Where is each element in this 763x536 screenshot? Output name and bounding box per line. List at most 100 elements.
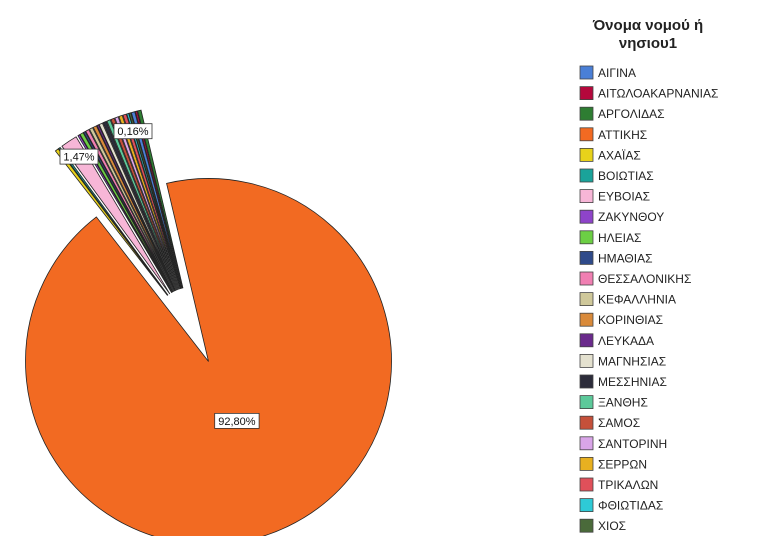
legend-label: ΑΙΓΙΝΑ <box>598 66 636 80</box>
data-label-text: 0,16% <box>117 126 148 138</box>
data-label-text: 1,47% <box>63 152 94 164</box>
pie-slice-αργολιδας <box>137 109 184 289</box>
legend-item-λευκαδα: ΛΕΥΚΑΔΑ <box>579 333 654 348</box>
legend-swatch <box>579 106 594 121</box>
pie-slice-αττικης <box>25 178 392 536</box>
legend-label: ΖΑΚΥΝΘΟΥ <box>598 210 664 224</box>
legend-item-ζακυνθου: ΖΑΚΥΝΘΟΥ <box>579 209 664 224</box>
legend-label: ΗΛΕΙΑΣ <box>598 231 641 245</box>
legend-swatch <box>579 353 594 368</box>
data-label-box <box>113 123 153 140</box>
legend-item-χιος: ΧΙΟΣ <box>579 518 626 533</box>
legend-item-φθιωτιδας: ΦΘΙΩΤΙΔΑΣ <box>579 498 663 513</box>
legend-label: ΗΜΑΘΙΑΣ <box>598 251 653 265</box>
legend-label: ΚΕΦΑΛΛΗΝΙΑ <box>598 293 676 307</box>
legend-label: ΣΕΡΡΩΝ <box>598 457 647 471</box>
pie-slice-ζακυνθου <box>77 134 173 294</box>
pie-slice-τρικαλων <box>122 113 181 290</box>
pie-slice-σαμος <box>110 117 179 290</box>
legend-label: ΜΑΓΝΗΣΙΑΣ <box>598 354 666 368</box>
pie-slice-αιτωλοακαρνανιας <box>134 110 183 289</box>
data-label-box <box>214 412 260 429</box>
legend-swatch <box>579 168 594 183</box>
legend-swatch <box>579 415 594 430</box>
legend-swatch <box>579 147 594 162</box>
data-labels: 92,80% 1,47% 0,16% <box>59 123 260 429</box>
data-label-ευβοιας: 1,47% <box>59 148 99 165</box>
legend-item-σαμος: ΣΑΜΟΣ <box>579 415 640 430</box>
legend-label: ΕΥΒΟΙΑΣ <box>598 190 650 204</box>
legend-item-μεσσηνιας: ΜΕΣΣΗΝΙΑΣ <box>579 374 667 389</box>
legend-label: ΑΤΤΙΚΗΣ <box>598 128 647 142</box>
legend-item-ημαθιας: ΗΜΑΘΙΑΣ <box>579 250 653 265</box>
pie-slice-κορινθιας <box>92 125 176 292</box>
legend-item-σερρων: ΣΕΡΡΩΝ <box>579 456 647 471</box>
legend-item-θεσσαλονικης: ΘΕΣΣΑΛΟΝΙΚΗΣ <box>579 271 691 286</box>
pie-slice-κεφαλληνια <box>88 127 175 292</box>
pie-group <box>25 109 392 536</box>
legend-swatch <box>579 230 594 245</box>
legend-swatch <box>579 312 594 327</box>
legend-label: ΤΡΙΚΑΛΩΝ <box>598 478 658 492</box>
legend-item-κορινθιας: ΚΟΡΙΝΘΙΑΣ <box>579 312 663 327</box>
legend-label: ΘΕΣΣΑΛΟΝΙΚΗΣ <box>598 272 691 286</box>
data-label-αττικης: 92,80% <box>214 412 260 429</box>
legend-item-βοιωτιας: ΒΟΙΩΤΙΑΣ <box>579 168 654 183</box>
legend-item-αττικης: ΑΤΤΙΚΗΣ <box>579 127 647 142</box>
legend-swatch <box>579 333 594 348</box>
legend-label: ΒΟΙΩΤΙΑΣ <box>598 169 654 183</box>
legend-item-ξανθης: ΞΑΝΘΗΣ <box>579 395 648 410</box>
pie-slice-φθιωτιδας <box>126 112 182 289</box>
legend-swatch <box>579 436 594 451</box>
legend-swatch <box>579 395 594 410</box>
legend-swatch <box>579 86 594 100</box>
pie-slice-λευκαδα <box>96 124 176 292</box>
legend-item-κεφαλληνια: ΚΕΦΑΛΛΗΝΙΑ <box>579 292 676 307</box>
pie-slice-αχαϊας <box>54 148 168 296</box>
legend-item-μαγνησιας: ΜΑΓΝΗΣΙΑΣ <box>579 353 666 368</box>
legend-swatch <box>579 209 594 224</box>
legend-label: ΚΟΡΙΝΘΙΑΣ <box>598 313 663 327</box>
legend-item-αιτωλοακαρνανιας: ΑΙΤΩΛΟΑΚΑΡΝΑΝΙΑΣ <box>579 86 718 101</box>
legend-swatch <box>579 477 594 492</box>
pie-slice-ξανθης <box>106 119 178 291</box>
data-label-box <box>59 148 99 165</box>
pie-slice-μαγνησιας <box>98 122 177 291</box>
pie-slice-μεσσηνιας <box>102 120 177 291</box>
legend-item-αιγινα: ΑΙΓΙΝΑ <box>579 65 636 80</box>
legend-item-τρικαλων: ΤΡΙΚΑΛΩΝ <box>579 477 658 492</box>
legend-item-αχαϊας: ΑΧΑΪΑΣ <box>579 147 641 162</box>
legend-item-αργολιδας: ΑΡΓΟΛΙΔΑΣ <box>579 106 665 121</box>
legend-swatch <box>579 127 594 142</box>
legend-swatch <box>579 498 594 513</box>
pie-slice-ηλειας <box>79 132 173 293</box>
legend-item-σαντορινη: ΣΑΝΤΟΡΙΝΗ <box>579 436 667 451</box>
legend-label: ΞΑΝΘΗΣ <box>598 396 648 410</box>
legend: Όνομα νομού ή νησιου1 ΑΙΓΙΝΑ ΑΙΤΩΛΟΑΚΑΡΝΑΝ… <box>579 17 718 533</box>
pie-slice-θεσσαλονικης <box>85 129 174 293</box>
legend-label: ΑΡΓΟΛΙΔΑΣ <box>598 107 665 121</box>
legend-item-ηλειας: ΗΛΕΙΑΣ <box>579 230 641 245</box>
data-label-φθιωτιδας: 0,16% <box>113 123 153 140</box>
legend-swatch <box>579 271 594 286</box>
data-label-text: 92,80% <box>218 416 256 428</box>
legend-swatch <box>579 65 594 80</box>
pie-slice-χιος <box>128 112 182 289</box>
legend-label: ΑΙΤΩΛΟΑΚΑΡΝΑΝΙΑΣ <box>598 87 718 101</box>
pie-slice-σερρων <box>118 114 180 290</box>
pie-slice-σαντορινη <box>114 116 180 290</box>
legend-label: ΛΕΥΚΑΔΑ <box>598 334 654 348</box>
pie-slice-ευβοιας <box>61 136 171 295</box>
legend-swatch <box>579 374 594 389</box>
legend-label: ΑΧΑΪΑΣ <box>598 148 641 162</box>
legend-title: Όνομα νομού ή νησιου1 <box>592 17 703 52</box>
legend-swatch <box>579 456 594 471</box>
legend-swatch <box>579 292 594 307</box>
pie-slice-αιγινα <box>130 111 183 289</box>
legend-swatch <box>579 518 594 533</box>
legend-label: ΣΑΜΟΣ <box>598 416 640 430</box>
legend-label: ΦΘΙΩΤΙΔΑΣ <box>598 499 663 513</box>
legend-label: ΜΕΣΣΗΝΙΑΣ <box>598 375 667 389</box>
